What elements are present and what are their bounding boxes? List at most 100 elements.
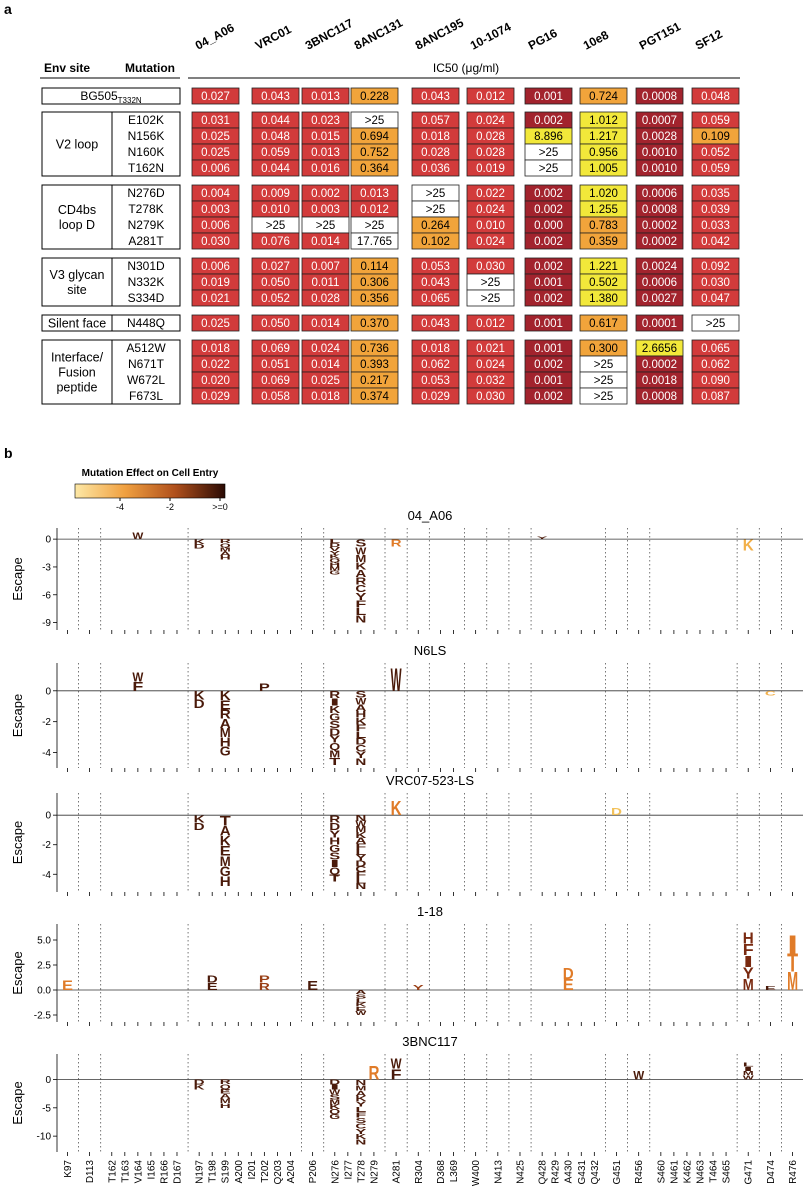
y-tick-label: 0 [45, 811, 51, 822]
column-header: 8ANC131 [352, 15, 405, 52]
logo-letter: K [329, 705, 341, 716]
cell-value: 0.004 [201, 188, 230, 200]
y-tick-label: -4 [42, 748, 51, 759]
logo-letter: T [329, 757, 341, 768]
logo-letter: W [355, 696, 366, 706]
x-tick-label: T198 [208, 1160, 219, 1183]
mutation: N301D [127, 259, 165, 273]
cell [301, 289, 350, 307]
column-header: SF12 [693, 27, 725, 53]
logo-letter: P [259, 975, 270, 986]
cell-value: 0.102 [421, 236, 450, 248]
cell-value: >25 [365, 115, 385, 127]
y-tick-label: 5.0 [37, 936, 51, 947]
cell-value: 0.043 [261, 91, 290, 103]
cell [524, 87, 573, 105]
y-axis-label: Escape [10, 557, 25, 600]
cell [251, 387, 300, 405]
logo-letter: W [355, 1011, 367, 1017]
logo-letter: Q [329, 866, 340, 877]
cell-value: 0.020 [201, 375, 230, 387]
column-header: PGT151 [637, 19, 683, 52]
logo-letter: Y [355, 1127, 366, 1136]
cell-value: 0.030 [701, 277, 730, 289]
cell-value: 0.002 [534, 293, 563, 305]
logo-letter: S [329, 851, 340, 862]
cell-value: 8.896 [534, 131, 563, 143]
logo-stack: K [391, 797, 402, 820]
y-tick-label: -2.5 [34, 1011, 52, 1022]
y-tick-label: -2 [42, 717, 51, 728]
logo-letter: Q [220, 543, 232, 549]
logo-letter: Y [329, 551, 341, 557]
cell [411, 87, 460, 105]
cell-value: 0.228 [360, 91, 389, 103]
cell-value: 0.393 [360, 359, 389, 371]
mutation: N279K [128, 218, 165, 232]
logo-letter: K [220, 688, 232, 703]
logo-letter: G [329, 570, 340, 576]
cell-value: 0.069 [261, 343, 290, 355]
logo-stack: K [743, 537, 754, 554]
mutation: N332K [128, 275, 165, 289]
mutation: W672L [127, 373, 165, 387]
x-tick-label: R166 [159, 1160, 170, 1184]
y-tick-label: -6 [42, 590, 51, 601]
cell-value: 2.6656 [642, 343, 677, 355]
cell-value: 0.029 [201, 391, 230, 403]
cell [524, 314, 573, 332]
cell-value: 0.012 [476, 91, 505, 103]
cell-value: 0.047 [701, 293, 730, 305]
cell-value: 0.694 [360, 131, 389, 143]
cell-value: 0.007 [311, 261, 340, 273]
logo-letter: D [194, 822, 205, 833]
x-tick-label: R456 [634, 1160, 645, 1184]
cell [691, 289, 740, 307]
logo-letter: D [207, 975, 219, 986]
cell-value: 0.030 [476, 261, 505, 273]
x-tick-label: D368 [436, 1160, 447, 1184]
cell-value: 0.028 [421, 147, 450, 159]
logo-letter: W [743, 1075, 755, 1081]
logo-letter: S [355, 538, 366, 550]
cell-value: 0.300 [589, 343, 618, 355]
cell-value: 0.051 [261, 359, 290, 371]
logo-letter: M [220, 725, 231, 740]
logo-letter: E [62, 977, 73, 993]
x-tick-label: R476 [788, 1160, 799, 1184]
cell-value: 0.021 [476, 343, 505, 355]
logo-letter: N [355, 757, 366, 767]
x-tick-label: N413 [493, 1160, 504, 1184]
x-tick-label: W400 [471, 1160, 482, 1187]
cell-value: 0.010 [476, 220, 505, 232]
x-tick-label: D474 [766, 1160, 777, 1184]
y-tick-label: -5 [42, 1103, 51, 1114]
logo-letter: M [787, 968, 798, 996]
logo-letter: R [355, 576, 367, 588]
cell-value: 0.0002 [642, 359, 677, 371]
logo-letter: H [220, 1103, 232, 1110]
logo-letter: R [220, 539, 231, 545]
cell-value: 0.057 [421, 115, 450, 127]
cell-value: 1.221 [589, 261, 618, 273]
logo-stack: DE [207, 975, 219, 994]
cell-value: 0.050 [261, 277, 290, 289]
cell-value: 0.003 [201, 204, 230, 216]
logo-stack: E [307, 979, 318, 993]
cell-value: 0.016 [311, 163, 340, 175]
cell-value: 0.043 [421, 277, 450, 289]
logo-letter: M [355, 1083, 366, 1092]
logo-letter: Q [220, 1084, 231, 1091]
mutation-box [111, 257, 181, 307]
cell [635, 314, 684, 332]
cell [350, 159, 399, 177]
logo-letter: F [355, 871, 366, 880]
cell-value: 0.030 [476, 391, 505, 403]
header: Mutation [125, 61, 175, 75]
logo-letter: W [329, 1089, 341, 1096]
logo-letter: D [611, 807, 622, 818]
